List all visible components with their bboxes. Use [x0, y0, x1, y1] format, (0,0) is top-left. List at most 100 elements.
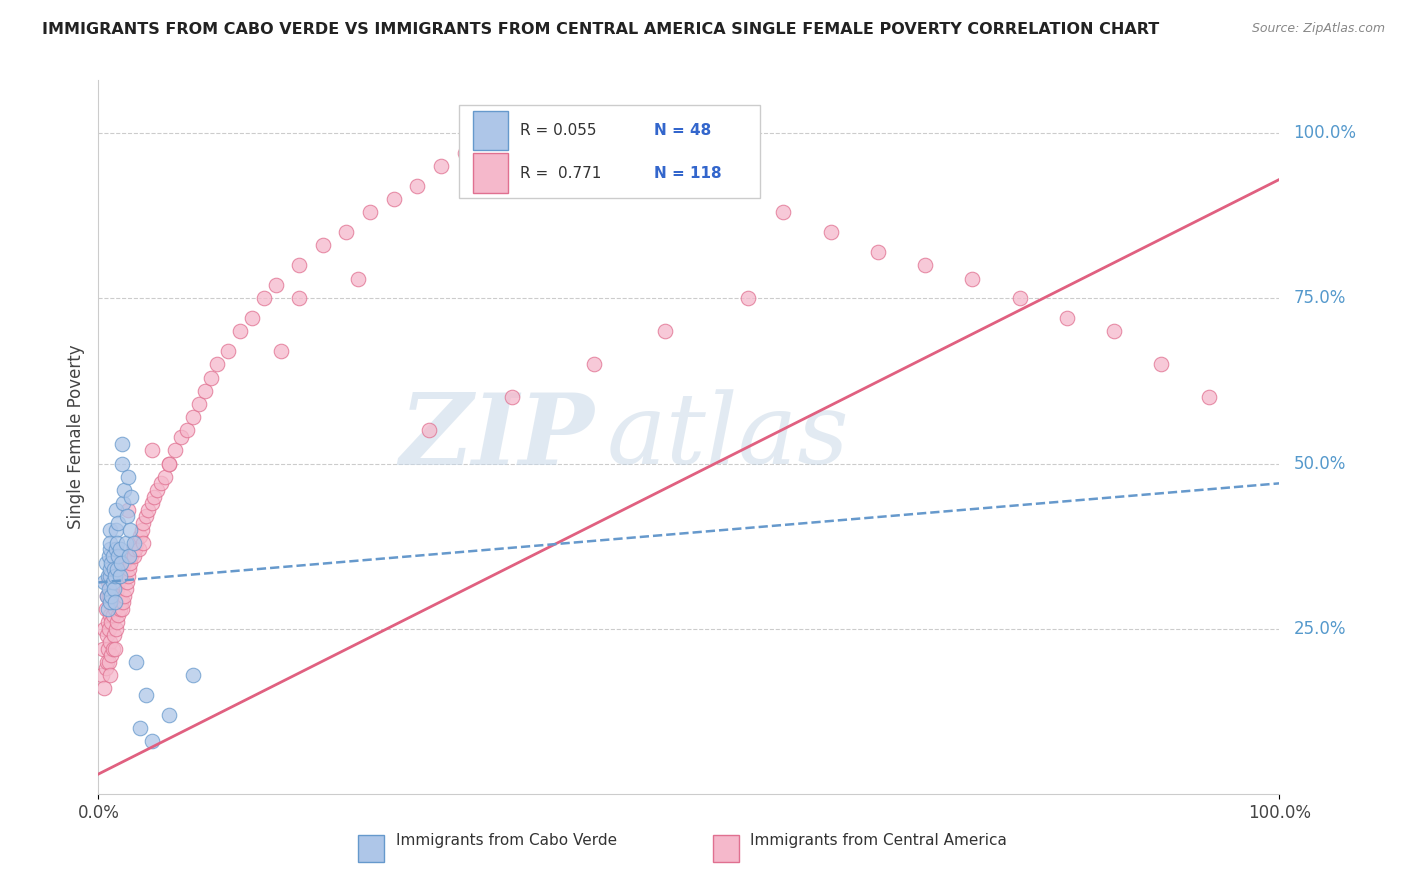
Text: atlas: atlas	[606, 390, 849, 484]
FancyBboxPatch shape	[472, 111, 508, 150]
Point	[157, 457, 180, 471]
Point	[135, 509, 157, 524]
Text: Source: ZipAtlas.com: Source: ZipAtlas.com	[1251, 22, 1385, 36]
Point	[105, 582, 128, 596]
Point	[205, 358, 228, 372]
Point	[489, 133, 512, 147]
Point	[100, 556, 122, 570]
Point	[128, 542, 150, 557]
Point	[107, 516, 129, 530]
Point	[112, 496, 135, 510]
Text: R = 0.055: R = 0.055	[520, 123, 596, 137]
Point	[382, 192, 405, 206]
Point	[103, 595, 125, 609]
Point	[453, 145, 475, 160]
Point	[105, 556, 128, 570]
Point	[98, 668, 121, 682]
Point	[335, 225, 357, 239]
Point	[112, 556, 135, 570]
Point	[117, 569, 139, 583]
Point	[108, 569, 131, 583]
Point	[430, 159, 453, 173]
Point	[112, 483, 135, 497]
Point	[181, 410, 204, 425]
Point	[98, 542, 121, 557]
Point	[270, 344, 292, 359]
Point	[121, 542, 143, 557]
Point	[98, 608, 121, 623]
Point	[97, 641, 120, 656]
Point	[111, 602, 134, 616]
Point	[737, 291, 759, 305]
Point	[93, 575, 115, 590]
Point	[678, 172, 700, 186]
Point	[97, 569, 120, 583]
Point	[630, 159, 652, 173]
Point	[1150, 358, 1173, 372]
Point	[1198, 391, 1220, 405]
Point	[104, 595, 127, 609]
Point	[105, 542, 128, 557]
Point	[122, 549, 145, 563]
FancyBboxPatch shape	[359, 835, 384, 862]
Point	[187, 397, 209, 411]
Point	[108, 602, 131, 616]
Point	[132, 536, 155, 550]
Text: 50.0%: 50.0%	[1294, 455, 1346, 473]
Point	[217, 344, 239, 359]
Point	[1102, 324, 1125, 338]
Point	[97, 575, 120, 590]
Text: Immigrants from Central America: Immigrants from Central America	[751, 833, 1007, 847]
Text: 25.0%: 25.0%	[1294, 620, 1346, 638]
Point	[94, 661, 117, 675]
Point	[98, 589, 121, 603]
Point	[117, 502, 139, 516]
Point	[93, 681, 115, 695]
Point	[94, 602, 117, 616]
Point	[118, 562, 141, 576]
Point	[418, 424, 440, 438]
Point	[103, 582, 125, 596]
Point	[1056, 311, 1078, 326]
Point	[104, 641, 127, 656]
Point	[100, 589, 122, 603]
Point	[112, 595, 135, 609]
Point	[142, 490, 165, 504]
Point	[560, 145, 582, 160]
Point	[112, 556, 135, 570]
Point	[124, 542, 146, 557]
Point	[141, 443, 163, 458]
Point	[110, 556, 132, 570]
Point	[200, 370, 222, 384]
Point	[120, 523, 142, 537]
Point	[135, 688, 157, 702]
Point	[114, 582, 136, 596]
Point	[136, 502, 159, 516]
Point	[111, 562, 134, 576]
Point	[115, 575, 138, 590]
Point	[111, 457, 134, 471]
Point	[98, 569, 121, 583]
Point	[98, 595, 121, 609]
Point	[105, 622, 128, 636]
Point	[120, 556, 142, 570]
FancyBboxPatch shape	[458, 105, 759, 198]
Point	[253, 291, 276, 305]
Point	[128, 721, 150, 735]
Text: N = 118: N = 118	[654, 166, 721, 180]
Point	[107, 575, 129, 590]
Point	[93, 622, 115, 636]
FancyBboxPatch shape	[472, 153, 508, 193]
Point	[141, 496, 163, 510]
Point	[104, 569, 127, 583]
Y-axis label: Single Female Poverty: Single Female Poverty	[66, 345, 84, 529]
Point	[100, 582, 122, 596]
Point	[165, 443, 187, 458]
Point	[96, 655, 118, 669]
Point	[122, 536, 145, 550]
Point	[264, 278, 287, 293]
Point	[97, 602, 120, 616]
Point	[312, 238, 335, 252]
Point	[101, 569, 124, 583]
Point	[98, 536, 121, 550]
